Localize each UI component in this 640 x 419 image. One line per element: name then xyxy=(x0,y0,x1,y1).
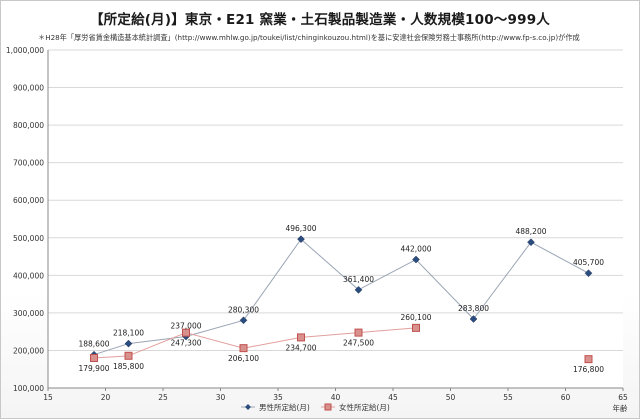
data-point xyxy=(239,316,248,325)
data-label: 237,000 xyxy=(170,322,201,331)
data-label: 188,600 xyxy=(78,340,109,349)
y-tick-label: 600,000 xyxy=(13,196,44,205)
chart-subtitle: ＊H28年「厚労省賃金構造基本統計調査」(http://www.mhlw.go.… xyxy=(38,33,580,42)
data-point xyxy=(124,339,133,348)
data-point xyxy=(527,238,535,247)
data-label: 361,400 xyxy=(343,275,374,284)
data-label: 218,100 xyxy=(113,329,144,338)
data-label: 179,900 xyxy=(78,364,109,373)
y-tick-label: 400,000 xyxy=(13,271,44,280)
axes: 100,000 200,000 300,000 400,000 500,000 600,0… xyxy=(6,46,628,402)
x-tick-label: 15 xyxy=(43,393,53,402)
data-point xyxy=(412,323,420,332)
data-point xyxy=(297,333,305,342)
data-label: 260,100 xyxy=(400,313,431,322)
data-label: 496,300 xyxy=(285,224,316,233)
data-point xyxy=(354,285,363,294)
data-label: 206,100 xyxy=(228,354,259,363)
data-label: 405,700 xyxy=(573,258,604,267)
x-tick-label: 30 xyxy=(216,393,226,402)
chart-title: 【所定給(月)】東京・E21 窯業・土石製品製造業・人数規模100〜999人 xyxy=(89,12,550,28)
data-label: 442,000 xyxy=(400,245,431,254)
data-point xyxy=(584,269,593,278)
y-tick-label: 1,000,000 xyxy=(6,46,44,55)
x-tick-label: 20 xyxy=(101,393,111,402)
gridlines xyxy=(48,49,623,389)
data-label: 488,200 xyxy=(515,227,546,236)
data-label: 234,700 xyxy=(285,343,316,352)
data-point xyxy=(182,328,190,337)
data-label: 247,300 xyxy=(170,339,201,348)
y-tick-label: 100,000 xyxy=(13,384,44,393)
legend: 男性所定給(月) 女性所定給(月) xyxy=(241,402,390,412)
data-point xyxy=(584,355,593,364)
y-tick-label: 500,000 xyxy=(13,234,44,243)
data-point xyxy=(412,255,420,264)
data-point xyxy=(354,328,363,337)
legend-label: 男性所定給(月) xyxy=(259,402,310,412)
data-label: 185,800 xyxy=(113,362,144,371)
data-labels: 188,600 218,100 237,000 280,300 496,300 361,4… xyxy=(78,224,604,374)
data-point xyxy=(239,344,248,353)
data-point xyxy=(124,351,133,360)
y-tick-label: 900,000 xyxy=(13,84,44,93)
x-tick-label: 40 xyxy=(331,393,341,402)
x-tick-label: 60 xyxy=(561,393,571,402)
series-markers xyxy=(90,235,593,364)
data-label: 247,500 xyxy=(343,339,374,348)
data-point xyxy=(90,353,98,362)
plot-area xyxy=(48,50,623,388)
series-line xyxy=(93,238,589,356)
x-tick-label: 45 xyxy=(388,393,398,402)
data-point xyxy=(297,235,305,244)
data-label: 176,800 xyxy=(573,365,604,374)
y-tick-label: 300,000 xyxy=(13,309,44,318)
y-tick-label: 700,000 xyxy=(13,159,44,168)
legend-marker xyxy=(245,404,251,410)
data-point xyxy=(469,315,478,323)
y-tick-label: 200,000 xyxy=(13,346,44,355)
data-label: 283,800 xyxy=(458,304,489,313)
x-tick-label: 35 xyxy=(273,393,283,402)
x-tick-label: 55 xyxy=(503,393,513,402)
x-axis-label: 年齢 xyxy=(613,403,628,413)
data-label: 280,300 xyxy=(228,305,259,314)
x-tick-label: 25 xyxy=(158,393,168,402)
legend-marker xyxy=(324,403,332,411)
legend-label: 女性所定給(月) xyxy=(339,402,390,412)
x-tick-label: 50 xyxy=(446,393,456,402)
x-tick-label: 65 xyxy=(618,393,628,402)
y-tick-label: 800,000 xyxy=(13,121,44,130)
